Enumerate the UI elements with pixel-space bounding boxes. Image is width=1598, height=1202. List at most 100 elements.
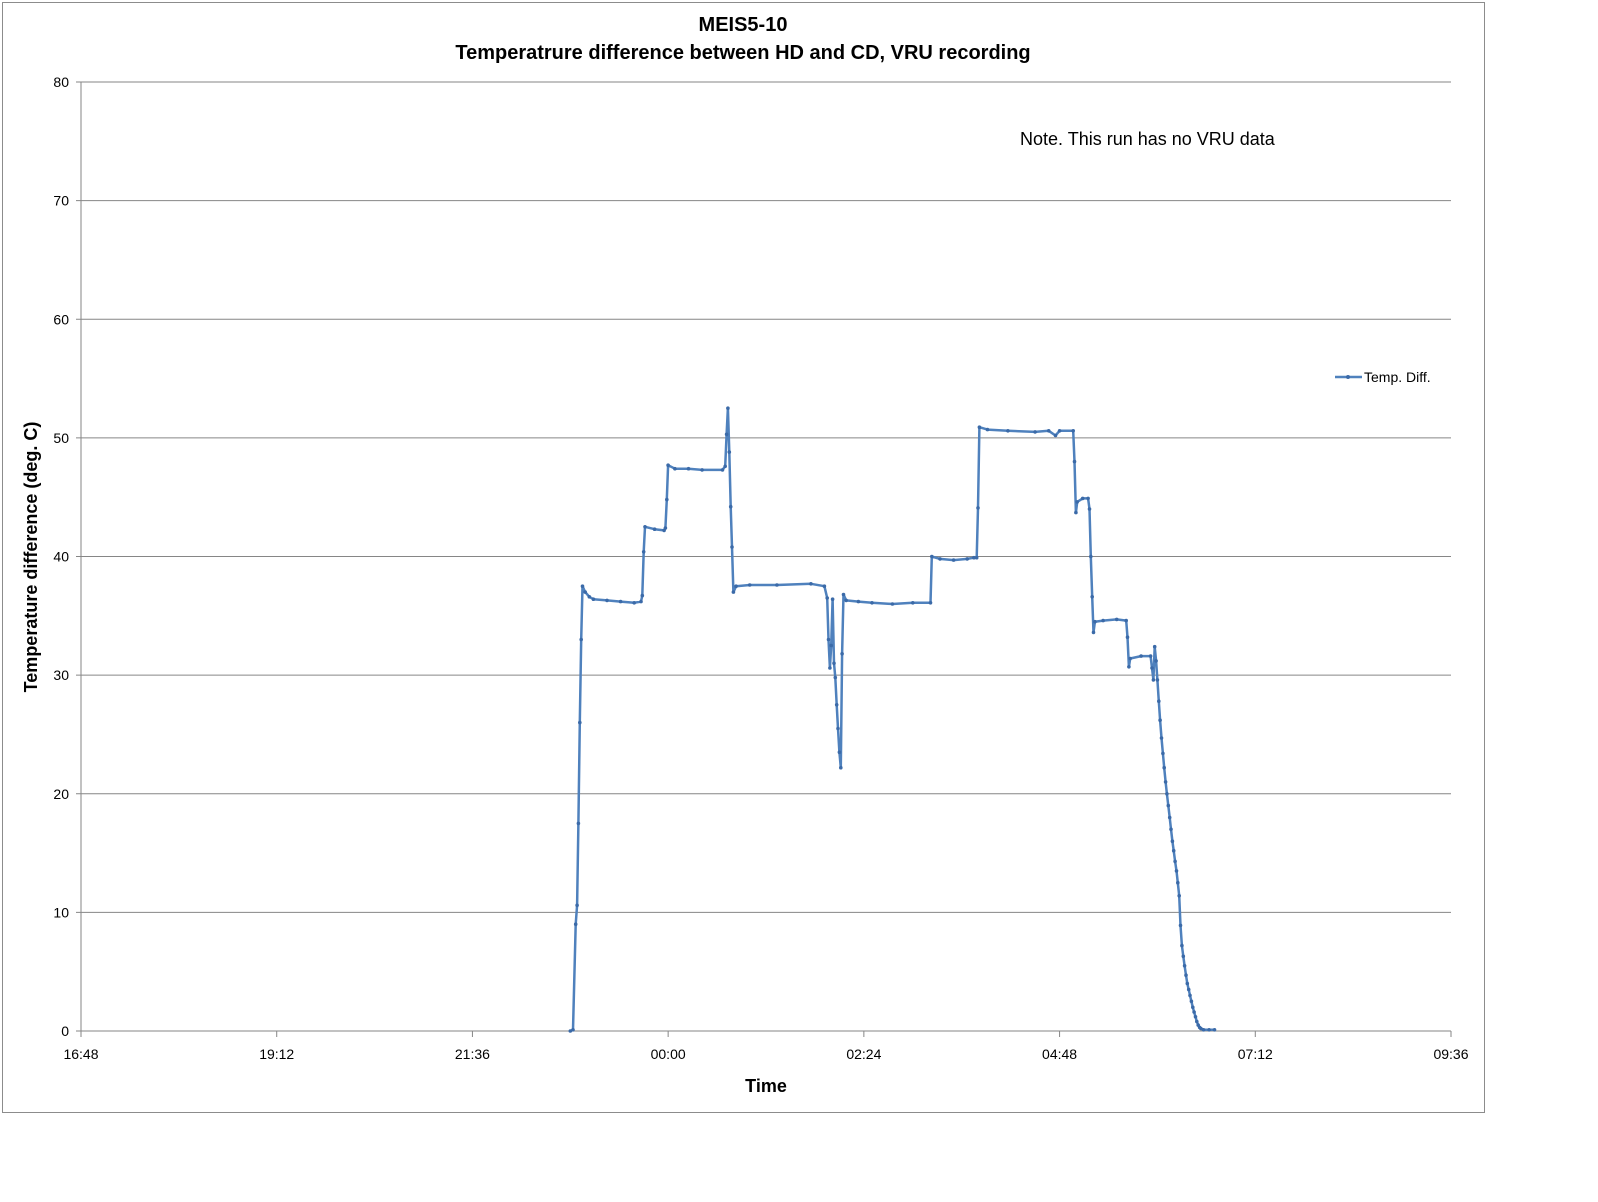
data-point (832, 661, 836, 666)
data-point (575, 903, 579, 908)
y-tick-label: 50 (53, 430, 69, 446)
data-point (930, 554, 934, 559)
data-point (1174, 869, 1179, 873)
data-point (1166, 803, 1171, 808)
data-point (1127, 665, 1131, 669)
data-point (826, 637, 831, 642)
x-tick-label: 21:36 (455, 1046, 490, 1062)
data-point (1181, 954, 1186, 959)
data-point (825, 596, 829, 600)
data-point (578, 720, 582, 725)
data-point (1046, 429, 1051, 433)
data-point (911, 601, 915, 605)
data-point (1180, 943, 1184, 948)
data-point (1171, 848, 1176, 853)
data-point (724, 432, 729, 437)
data-point (829, 643, 833, 648)
legend-marker (1346, 375, 1350, 379)
data-point (1165, 792, 1169, 796)
data-point (1151, 678, 1156, 682)
data-point (1033, 430, 1037, 434)
y-tick-label: 80 (53, 74, 69, 90)
data-point (976, 506, 980, 510)
chart-area (2, 2, 1485, 1113)
data-point (1053, 433, 1058, 438)
data-point (839, 765, 843, 770)
data-point (841, 592, 846, 597)
data-point (1057, 429, 1062, 433)
data-point (1087, 507, 1092, 511)
data-point (1185, 981, 1190, 986)
data-point (1167, 815, 1172, 820)
data-point (1162, 765, 1166, 770)
data-point (833, 675, 838, 680)
data-point (1212, 1028, 1217, 1032)
x-tick-label: 19:12 (259, 1046, 294, 1062)
data-point (640, 593, 645, 598)
data-point (1173, 859, 1177, 864)
data-point (583, 590, 587, 594)
y-tick-label: 30 (53, 667, 69, 683)
data-point (1086, 496, 1090, 501)
data-point (1072, 459, 1077, 464)
data-point (1186, 987, 1191, 992)
data-point (665, 497, 669, 502)
data-point (1189, 999, 1194, 1004)
data-point (727, 450, 732, 454)
data-point (720, 468, 725, 472)
data-point (1188, 993, 1192, 998)
data-point (723, 464, 727, 469)
data-point (1169, 827, 1173, 832)
data-point (1155, 678, 1160, 682)
data-point (666, 463, 670, 468)
data-point (571, 1028, 575, 1032)
data-point (1139, 654, 1143, 658)
series-temp-diff (568, 406, 1217, 1033)
data-point (837, 750, 842, 754)
series-line (569, 406, 1215, 1033)
data-point (673, 466, 677, 471)
data-point (938, 557, 942, 561)
data-point (1195, 1019, 1199, 1024)
data-point (573, 922, 578, 926)
data-point (1184, 973, 1188, 977)
data-point (618, 599, 623, 604)
data-point (1089, 554, 1093, 559)
data-point (830, 597, 835, 601)
legend: Temp. Diff. (1335, 369, 1431, 385)
data-point (1101, 618, 1105, 623)
gridlines (81, 81, 1451, 913)
x-tick-label: 02:24 (846, 1046, 881, 1062)
data-point (728, 504, 733, 509)
data-point (1148, 654, 1153, 658)
data-point (632, 601, 636, 605)
y-tick-label: 20 (53, 786, 69, 802)
y-axis-title: Temperature difference (deg. C) (21, 422, 41, 693)
data-point (1093, 619, 1097, 624)
data-point (1193, 1015, 1198, 1019)
data-point (1125, 635, 1130, 639)
data-point (700, 468, 704, 472)
data-point (587, 595, 592, 599)
data-point (1154, 659, 1158, 663)
data-point (1170, 839, 1175, 843)
data-point (734, 584, 738, 588)
y-tick-label: 70 (53, 193, 69, 209)
y-tick-label: 60 (53, 311, 69, 327)
data-point (985, 427, 990, 432)
data-point (965, 557, 969, 561)
data-point (639, 599, 643, 604)
data-point (643, 525, 647, 529)
data-point (828, 666, 832, 670)
data-point (890, 602, 895, 606)
data-point (844, 598, 848, 603)
data-point (1124, 618, 1128, 623)
y-tick-label: 10 (53, 904, 69, 920)
data-point (1075, 500, 1079, 504)
data-point (1071, 429, 1075, 433)
legend-label: Temp. Diff. (1364, 369, 1431, 385)
x-tick-label: 16:48 (63, 1046, 98, 1062)
note-annotation: Note. This run has no VRU data (1020, 129, 1276, 149)
x-tick-label: 07:12 (1238, 1046, 1273, 1062)
data-point (951, 558, 956, 562)
